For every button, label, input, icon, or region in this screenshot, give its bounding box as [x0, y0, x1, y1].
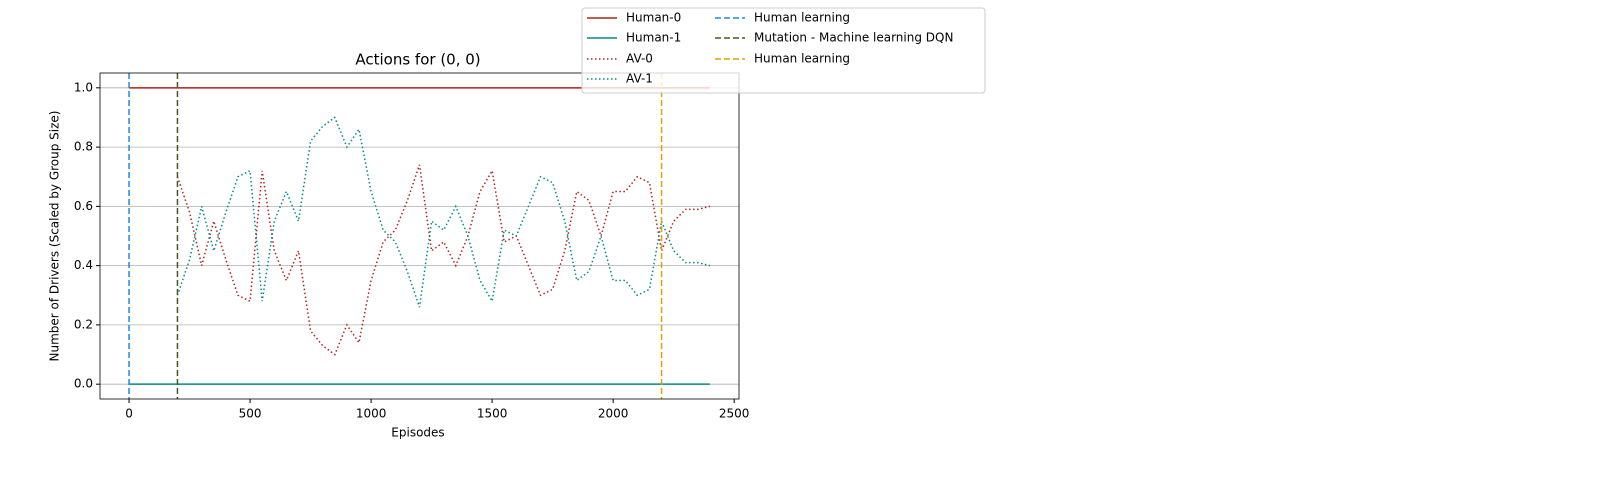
y-tick-label: 0.8: [74, 140, 93, 154]
y-tick-label: 1.0: [74, 80, 93, 94]
line: [176, 164, 711, 356]
y-tick-label: 0.0: [74, 377, 93, 391]
legend-box: [581, 7, 986, 94]
line: [176, 116, 711, 308]
legend-label: Human-1: [626, 31, 681, 45]
x-tick-label: 0: [125, 407, 133, 421]
x-tick-label: 1000: [356, 407, 387, 421]
x-tick-label: 2000: [598, 407, 629, 421]
y-tick-label: 0.4: [74, 258, 93, 272]
x-axis-label: Episodes: [391, 426, 444, 440]
chart-title: Actions for (0, 0): [355, 51, 480, 69]
legend-label: AV-0: [626, 52, 653, 66]
legend-label: Human learning: [754, 52, 850, 66]
y-tick-label: 0.2: [74, 317, 93, 331]
x-tick-label: 2500: [719, 407, 750, 421]
y-tick-label: 0.6: [74, 199, 93, 213]
x-tick-label: 1500: [477, 407, 508, 421]
legend-label: Human-0: [626, 11, 681, 25]
legend-label: AV-1: [626, 72, 653, 86]
y-axis-label: Number of Drivers (Scaled by Group Size): [48, 111, 62, 362]
x-tick-label: 500: [239, 407, 262, 421]
legend-label: Human learning: [754, 11, 850, 25]
plot-frame: [99, 72, 740, 400]
legend-label: Mutation - Machine learning DQN: [754, 31, 953, 45]
